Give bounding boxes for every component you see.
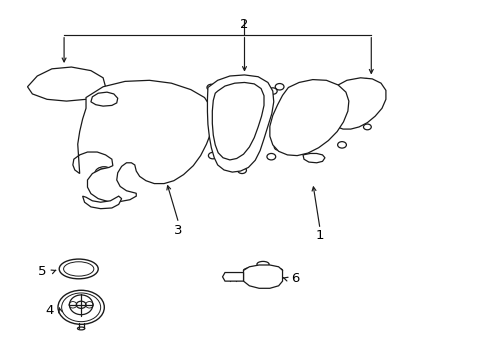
- Text: 6: 6: [291, 272, 299, 285]
- Text: 3: 3: [174, 224, 183, 237]
- Text: 4: 4: [45, 305, 54, 318]
- Polygon shape: [331, 78, 385, 129]
- Ellipse shape: [95, 94, 114, 104]
- Ellipse shape: [58, 290, 104, 324]
- Polygon shape: [82, 196, 122, 209]
- Ellipse shape: [59, 259, 98, 279]
- Ellipse shape: [256, 261, 268, 267]
- Polygon shape: [91, 92, 118, 106]
- Polygon shape: [73, 80, 212, 202]
- Text: 2: 2: [240, 18, 248, 31]
- Polygon shape: [243, 265, 282, 288]
- Polygon shape: [27, 67, 105, 101]
- Polygon shape: [212, 82, 264, 160]
- Polygon shape: [269, 80, 348, 156]
- Polygon shape: [207, 75, 273, 172]
- Polygon shape: [222, 273, 243, 281]
- Polygon shape: [303, 153, 325, 163]
- Text: 5: 5: [38, 265, 46, 278]
- Ellipse shape: [243, 266, 282, 274]
- Text: 1: 1: [315, 229, 324, 242]
